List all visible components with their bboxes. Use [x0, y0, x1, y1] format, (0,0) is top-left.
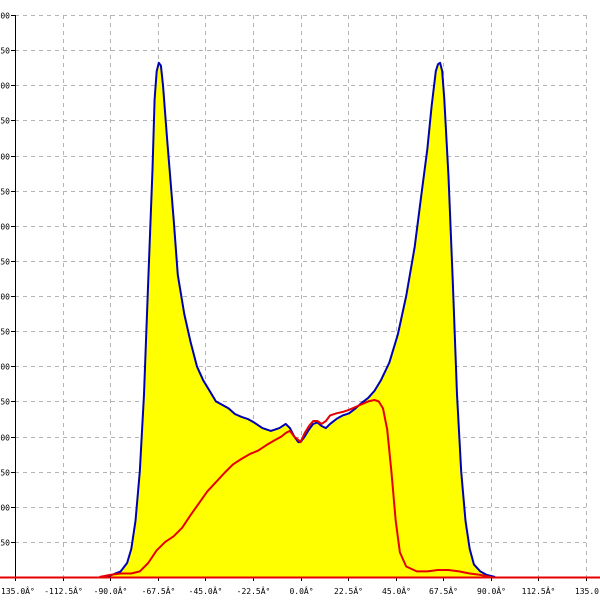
- x-tick-label: 135.0: [575, 587, 599, 596]
- y-tick-label: 50: [0, 539, 10, 548]
- area-fill: [99, 62, 496, 578]
- axes: [0, 15, 600, 581]
- x-tick-label: -135.0Â°: [0, 585, 35, 596]
- y-tick-label: 800: [0, 12, 10, 21]
- x-tick-label: 45.0Â°: [382, 585, 411, 596]
- y-tick-label: 600: [0, 153, 10, 162]
- x-tick-label: 0.0Â°: [289, 585, 313, 596]
- x-tick-label: 67.5Â°: [429, 585, 458, 596]
- y-tick-label: 700: [0, 82, 10, 91]
- y-tick-label: 500: [0, 223, 10, 232]
- x-tick-label: 112.5Â°: [522, 585, 556, 596]
- y-tick-label: 450: [0, 258, 10, 267]
- y-tick-label: 400: [0, 293, 10, 302]
- x-tick-label: -22.5Â°: [237, 585, 271, 596]
- y-tick-label: 550: [0, 188, 10, 197]
- y-tick-label: 750: [0, 47, 10, 56]
- x-tick-label: 22.5Â°: [334, 585, 363, 596]
- x-tick-label: 90.0Â°: [477, 585, 506, 596]
- inner-series-line: [99, 399, 491, 578]
- y-tick-label: 250: [0, 398, 10, 407]
- y-tick-label: 200: [0, 434, 10, 443]
- grid: [15, 15, 587, 577]
- x-tick-label: -90.0Â°: [94, 585, 128, 596]
- x-tick-label: -45.0Â°: [189, 585, 223, 596]
- y-tick-label: 150: [0, 469, 10, 478]
- y-tick-label: 100: [0, 504, 10, 513]
- y-tick-label: 650: [0, 117, 10, 126]
- y-tick-label: 350: [0, 328, 10, 337]
- y-tick-label: 300: [0, 363, 10, 372]
- x-tick-label: -112.5Â°: [44, 585, 83, 596]
- tick-labels: -135.0Â° -112.5Â° -90.0Â° -67.5Â° -45.0Â° -22…: [0, 12, 599, 597]
- area-layer: [99, 61, 496, 578]
- x-tick-label: -67.5Â°: [142, 585, 176, 596]
